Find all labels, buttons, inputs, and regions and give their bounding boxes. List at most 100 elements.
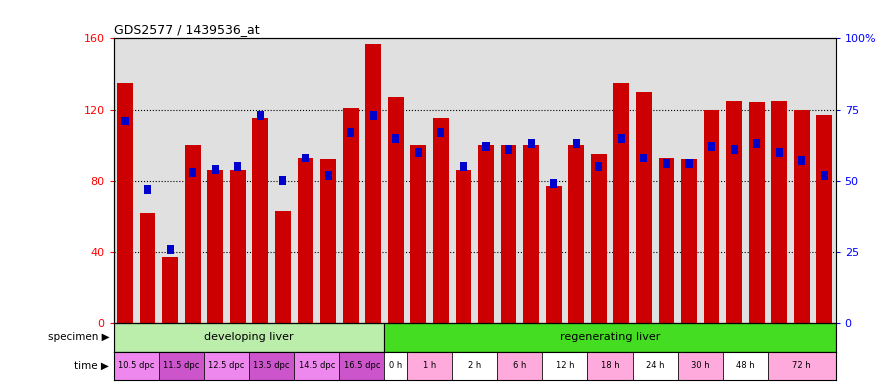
Bar — [365, 44, 382, 323]
Bar — [117, 83, 133, 323]
Text: 13.5 dpc: 13.5 dpc — [254, 361, 290, 371]
Bar — [753, 139, 760, 148]
Bar — [275, 211, 290, 323]
Bar — [456, 170, 472, 323]
Bar — [731, 145, 738, 154]
Bar — [325, 170, 332, 180]
Text: 10.5 dpc: 10.5 dpc — [118, 361, 155, 371]
Bar — [775, 148, 783, 157]
Bar — [204, 352, 249, 380]
Bar — [279, 176, 286, 185]
Bar — [572, 139, 580, 148]
Text: 1 h: 1 h — [423, 361, 437, 371]
Bar — [678, 352, 723, 380]
Bar — [636, 92, 652, 323]
Text: 11.5 dpc: 11.5 dpc — [164, 361, 200, 371]
Bar — [723, 352, 768, 380]
Text: 0 h: 0 h — [389, 361, 402, 371]
Bar — [613, 83, 629, 323]
Bar — [708, 142, 715, 151]
Bar — [768, 352, 836, 380]
Bar — [433, 119, 449, 323]
Bar — [407, 352, 452, 380]
Bar — [794, 109, 809, 323]
Bar — [159, 352, 204, 380]
Bar — [546, 186, 562, 323]
Bar — [550, 179, 557, 188]
Bar — [587, 352, 633, 380]
Text: 6 h: 6 h — [513, 361, 527, 371]
Bar — [633, 352, 678, 380]
Bar — [162, 257, 178, 323]
Text: 30 h: 30 h — [691, 361, 710, 371]
Bar — [384, 352, 407, 380]
Bar — [618, 134, 625, 142]
Bar — [591, 154, 606, 323]
Bar — [542, 352, 587, 380]
Bar — [478, 145, 494, 323]
Text: 18 h: 18 h — [601, 361, 619, 371]
Bar — [438, 128, 444, 137]
Bar — [816, 115, 832, 323]
Bar — [500, 145, 516, 323]
Text: 16.5 dpc: 16.5 dpc — [344, 361, 380, 371]
Bar — [144, 185, 151, 194]
Text: time ▶: time ▶ — [74, 361, 109, 371]
Bar — [772, 101, 788, 323]
Bar — [234, 162, 242, 171]
Text: 48 h: 48 h — [736, 361, 755, 371]
Bar — [114, 323, 384, 352]
Bar — [410, 145, 426, 323]
Bar — [497, 352, 542, 380]
Bar — [343, 108, 359, 323]
Bar — [704, 109, 719, 323]
Bar — [726, 101, 742, 323]
Text: developing liver: developing liver — [204, 333, 294, 343]
Bar — [528, 139, 535, 148]
Bar — [749, 103, 765, 323]
Bar — [663, 159, 670, 168]
Bar — [482, 142, 489, 151]
Bar — [253, 119, 269, 323]
Bar — [369, 111, 377, 120]
Bar — [595, 162, 602, 171]
Bar — [257, 111, 264, 120]
Bar — [294, 352, 340, 380]
Text: 12.5 dpc: 12.5 dpc — [208, 361, 245, 371]
Bar — [452, 352, 497, 380]
Bar — [185, 145, 200, 323]
Bar — [140, 213, 156, 323]
Bar — [122, 116, 129, 126]
Bar — [659, 158, 675, 323]
Text: 72 h: 72 h — [793, 361, 811, 371]
Bar — [320, 159, 336, 323]
Bar — [347, 128, 354, 137]
Bar — [798, 156, 805, 166]
Bar — [340, 352, 384, 380]
Bar — [523, 145, 539, 323]
Text: 14.5 dpc: 14.5 dpc — [298, 361, 335, 371]
Bar — [114, 352, 159, 380]
Text: GDS2577 / 1439536_at: GDS2577 / 1439536_at — [114, 23, 259, 36]
Bar — [212, 165, 219, 174]
Bar — [821, 170, 828, 180]
Bar — [460, 162, 467, 171]
Text: specimen ▶: specimen ▶ — [48, 333, 109, 343]
Bar — [568, 145, 584, 323]
Text: regenerating liver: regenerating liver — [560, 333, 661, 343]
Bar — [640, 154, 648, 162]
Bar — [415, 148, 422, 157]
Bar — [392, 134, 399, 142]
Bar — [388, 97, 403, 323]
Bar — [505, 145, 512, 154]
Bar — [166, 245, 174, 253]
Bar — [302, 154, 309, 162]
Bar — [230, 170, 246, 323]
Text: 12 h: 12 h — [556, 361, 574, 371]
Bar — [685, 159, 692, 168]
Text: 24 h: 24 h — [646, 361, 664, 371]
Text: 2 h: 2 h — [468, 361, 481, 371]
Bar — [384, 323, 836, 352]
Bar — [207, 170, 223, 323]
Bar — [298, 158, 313, 323]
